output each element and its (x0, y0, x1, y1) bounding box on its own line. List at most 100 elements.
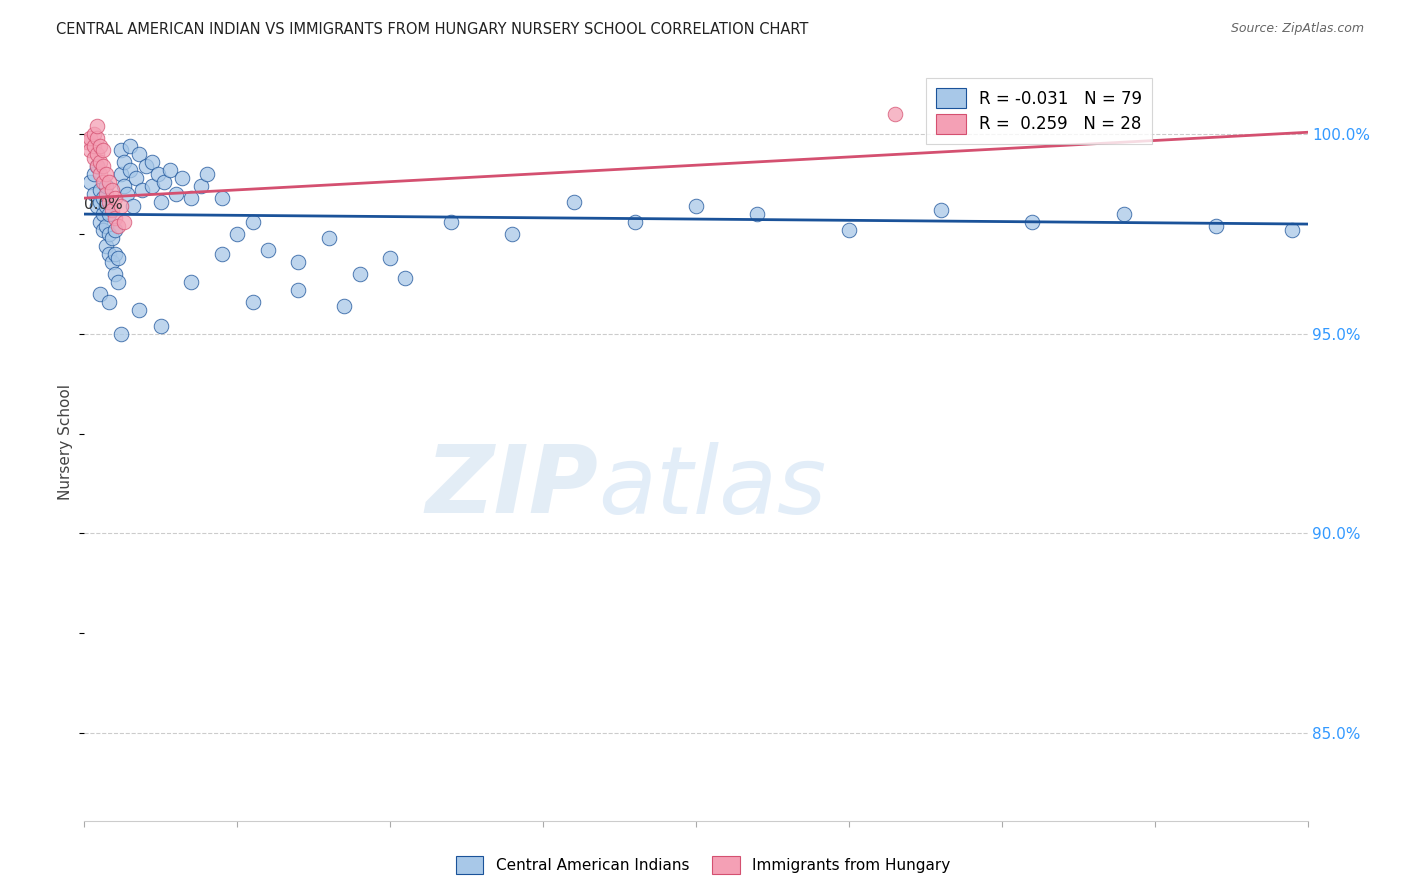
Point (89, 155, 111, 169)
Point (146, 167, 169, 181)
Point (562, 195, 585, 210)
Point (440, 215, 463, 229)
Point (89, 195, 111, 210)
Point (180, 191, 202, 205)
Point (79, 175, 101, 189)
Point (165, 187, 187, 202)
Point (287, 283, 309, 297)
Point (112, 215, 135, 229)
Point (149, 318, 172, 333)
Point (94, 187, 117, 202)
Point (86, 159, 108, 173)
Point (91, 223, 114, 237)
Point (79, 143, 101, 157)
Legend: R = -0.031   N = 79, R =  0.259   N = 28: R = -0.031 N = 79, R = 0.259 N = 28 (927, 78, 1153, 144)
Point (883, 107, 905, 121)
Point (101, 203, 124, 218)
Point (110, 199, 132, 213)
Point (112, 155, 135, 169)
Point (131, 183, 153, 197)
Point (172, 171, 194, 186)
Point (1114, 207, 1136, 221)
Point (929, 203, 952, 218)
Point (1281, 223, 1303, 237)
Point (122, 199, 145, 213)
Point (91, 191, 114, 205)
Point (86, 147, 108, 161)
Point (1205, 219, 1227, 233)
Point (86, 199, 108, 213)
Point (349, 267, 371, 281)
Point (83, 139, 105, 153)
Point (141, 155, 163, 169)
Point (104, 247, 127, 261)
Point (211, 247, 233, 261)
Point (190, 179, 212, 194)
Point (89, 183, 111, 197)
Point (94, 179, 117, 194)
Text: Source: ZipAtlas.com: Source: ZipAtlas.com (1230, 22, 1364, 36)
Point (83, 128, 105, 142)
Point (110, 143, 132, 157)
Point (91, 159, 114, 173)
Point (141, 179, 163, 194)
Point (120, 163, 142, 178)
Point (333, 299, 356, 313)
Point (94, 199, 117, 213)
Text: ZIP: ZIP (425, 441, 598, 533)
Point (838, 223, 860, 237)
Point (91, 175, 114, 189)
Text: CENTRAL AMERICAN INDIAN VS IMMIGRANTS FROM HUNGARY NURSERY SCHOOL CORRELATION CH: CENTRAL AMERICAN INDIAN VS IMMIGRANTS FR… (56, 22, 808, 37)
Point (89, 215, 111, 229)
Point (97, 207, 120, 221)
Point (107, 219, 129, 233)
Text: 0.0%: 0.0% (84, 196, 124, 211)
Point (83, 187, 105, 202)
Point (380, 251, 402, 265)
Point (91, 143, 114, 157)
Point (115, 187, 138, 202)
Point (747, 207, 769, 221)
Point (135, 159, 157, 173)
Point (149, 195, 172, 210)
Text: atlas: atlas (598, 442, 827, 533)
Point (287, 255, 309, 269)
Point (394, 271, 416, 285)
Point (89, 167, 111, 181)
Point (502, 227, 524, 241)
Point (128, 302, 150, 317)
Point (86, 159, 108, 173)
Point (107, 251, 129, 265)
Point (97, 175, 120, 189)
Point (110, 167, 132, 181)
Point (79, 131, 101, 145)
Point (242, 215, 264, 229)
Point (624, 215, 647, 229)
Point (86, 120, 108, 134)
Point (211, 191, 233, 205)
Point (104, 191, 127, 205)
Y-axis label: Nursery School: Nursery School (58, 384, 73, 500)
Point (318, 231, 340, 245)
Point (83, 151, 105, 165)
Legend: Central American Indians, Immigrants from Hungary: Central American Indians, Immigrants fro… (450, 850, 956, 880)
Point (97, 294, 120, 309)
Point (76, 135, 98, 149)
Point (91, 207, 114, 221)
Point (195, 167, 218, 181)
Point (159, 163, 181, 178)
Point (89, 286, 111, 301)
Point (1021, 215, 1043, 229)
Point (104, 211, 127, 225)
Point (83, 167, 105, 181)
Point (125, 171, 148, 186)
Point (94, 239, 117, 253)
Point (94, 219, 117, 233)
Point (97, 247, 120, 261)
Point (104, 223, 127, 237)
Point (120, 139, 142, 153)
Point (110, 326, 132, 341)
Point (97, 195, 120, 210)
Point (257, 243, 280, 257)
Point (89, 139, 111, 153)
